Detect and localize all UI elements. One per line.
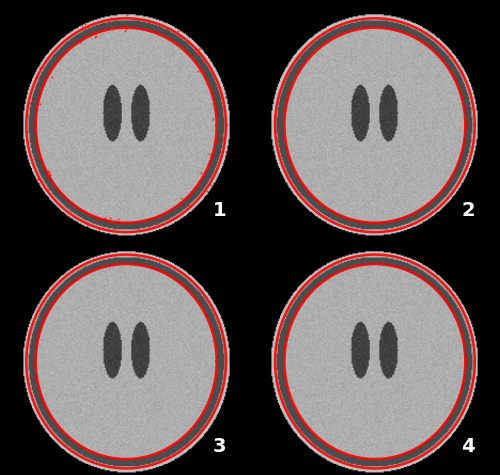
Point — [151, 27, 159, 35]
Point — [149, 218, 157, 226]
Point — [184, 201, 192, 209]
Point — [178, 200, 186, 208]
Point — [22, 127, 30, 135]
Point — [26, 100, 34, 107]
Point — [145, 222, 153, 229]
Point — [195, 45, 203, 52]
Point — [159, 214, 167, 222]
Point — [203, 79, 211, 86]
Point — [107, 15, 115, 22]
Point — [82, 20, 90, 28]
Point — [36, 100, 44, 108]
Point — [218, 134, 226, 142]
Point — [178, 194, 186, 201]
Point — [106, 214, 114, 221]
Point — [34, 176, 42, 183]
Point — [92, 20, 100, 28]
Point — [78, 36, 86, 43]
Point — [114, 215, 122, 223]
Point — [203, 66, 211, 73]
Point — [197, 45, 205, 52]
Point — [122, 11, 130, 19]
Point — [36, 64, 44, 71]
Point — [104, 19, 112, 27]
Point — [95, 226, 103, 233]
Point — [32, 154, 40, 162]
Point — [220, 133, 228, 141]
Point — [189, 205, 197, 213]
Point — [192, 50, 200, 57]
Point — [44, 167, 52, 175]
Point — [154, 220, 162, 228]
Point — [212, 86, 220, 94]
Point — [82, 219, 90, 227]
Point — [92, 216, 100, 223]
Point — [203, 187, 211, 194]
Point — [28, 96, 36, 104]
Point — [76, 38, 84, 46]
Point — [66, 206, 74, 214]
Point — [199, 183, 207, 191]
Point — [92, 32, 100, 40]
Point — [172, 213, 180, 221]
Point — [222, 148, 230, 156]
Text: 1: 1 — [212, 201, 226, 220]
Point — [208, 153, 216, 161]
Point — [64, 212, 72, 220]
Point — [90, 28, 98, 36]
Point — [144, 27, 152, 34]
Point — [206, 151, 214, 158]
Point — [32, 73, 40, 81]
Text: 3: 3 — [212, 437, 226, 456]
Point — [208, 181, 216, 189]
Point — [84, 23, 92, 31]
Point — [82, 222, 90, 229]
Point — [195, 178, 203, 185]
Point — [46, 171, 54, 179]
Point — [170, 214, 177, 221]
Point — [199, 57, 207, 65]
Point — [91, 33, 99, 40]
Point — [222, 122, 230, 129]
Point — [214, 139, 222, 146]
Point — [46, 171, 54, 178]
Point — [178, 201, 186, 209]
Point — [44, 185, 52, 192]
Point — [174, 27, 182, 35]
Point — [221, 93, 229, 100]
Point — [24, 112, 32, 119]
Point — [50, 180, 58, 188]
Point — [184, 193, 192, 201]
Point — [194, 67, 202, 75]
Point — [154, 30, 162, 38]
Point — [197, 169, 205, 177]
Text: 4: 4 — [462, 437, 475, 456]
Point — [122, 26, 130, 33]
Point — [121, 27, 129, 35]
Point — [44, 168, 52, 176]
Point — [32, 84, 40, 92]
Point — [216, 101, 224, 109]
Text: 2: 2 — [462, 201, 475, 220]
Point — [78, 22, 86, 29]
Point — [34, 176, 42, 183]
Point — [48, 73, 56, 80]
Point — [102, 215, 110, 222]
Point — [209, 115, 217, 123]
